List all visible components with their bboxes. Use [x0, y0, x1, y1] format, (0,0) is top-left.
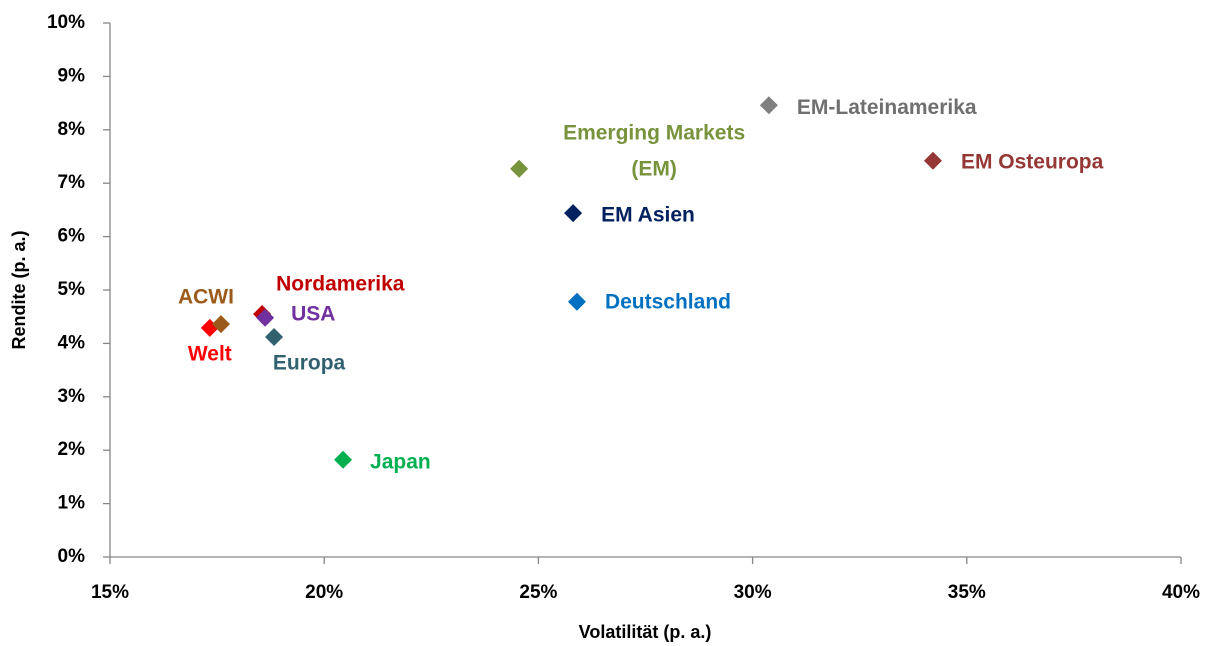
point	[211, 315, 230, 334]
y-tick-label: 2%	[58, 439, 86, 460]
point	[510, 159, 529, 178]
point-label: EM Asien	[601, 204, 695, 227]
y-tick-label: 8%	[58, 119, 86, 140]
point-label: Welt	[188, 342, 232, 365]
point-label: EM Osteuropa	[961, 150, 1104, 173]
y-tick-label: 0%	[58, 546, 86, 567]
point-label: Europa	[273, 352, 346, 375]
point-label: USA	[291, 302, 335, 325]
x-axis-title: Volatilität (p. a.)	[579, 622, 712, 642]
y-tick-label: 7%	[58, 172, 86, 193]
x-tick-label: 35%	[948, 582, 986, 603]
y-tick-label: 9%	[58, 65, 86, 86]
point	[334, 450, 353, 469]
x-tick-label: 25%	[519, 582, 557, 603]
x-tick-label: 40%	[1162, 582, 1200, 603]
point-label: (EM)	[631, 157, 677, 180]
point-label: Nordamerika	[276, 273, 405, 296]
point	[564, 204, 583, 223]
y-axis-title: Rendite (p. a.)	[9, 230, 29, 349]
x-tick-label: 15%	[91, 582, 129, 603]
point-label: Emerging Markets	[563, 121, 745, 144]
point	[759, 96, 778, 115]
x-tick-label: 30%	[734, 582, 772, 603]
point-label: Japan	[370, 450, 431, 473]
y-tick-label: 4%	[58, 332, 86, 353]
x-tick-label: 20%	[305, 582, 343, 603]
point	[923, 151, 942, 170]
y-tick-label: 6%	[58, 226, 86, 247]
point-label: EM-Lateinamerika	[797, 96, 977, 119]
point	[567, 292, 586, 311]
point	[256, 308, 275, 327]
y-tick-label: 3%	[58, 386, 86, 407]
point-label: ACWI	[178, 286, 234, 309]
y-tick-label: 10%	[47, 12, 85, 33]
y-tick-label: 1%	[58, 493, 86, 514]
y-tick-label: 5%	[58, 279, 86, 300]
point-label: Deutschland	[605, 290, 731, 313]
point	[265, 327, 284, 346]
